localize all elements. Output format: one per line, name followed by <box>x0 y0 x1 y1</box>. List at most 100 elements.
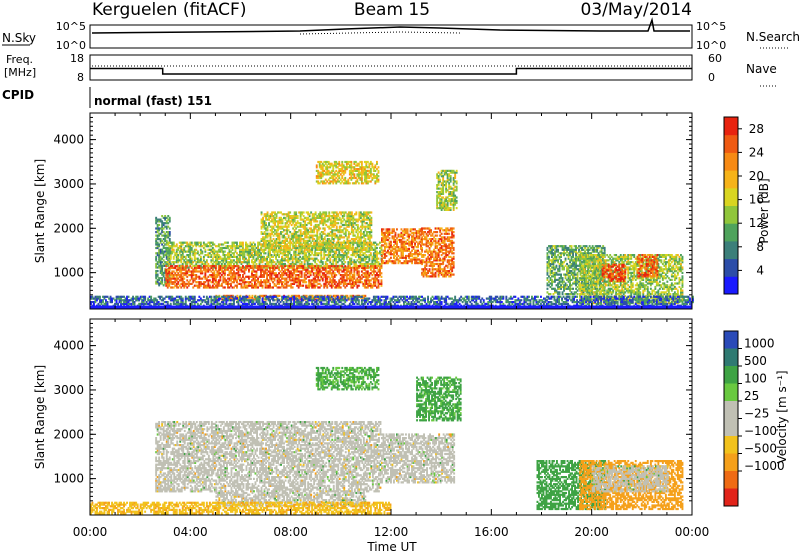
heatmap-cell <box>265 222 267 224</box>
heatmap-cell <box>165 265 167 267</box>
heatmap-cell <box>169 217 171 219</box>
heatmap-cell <box>351 211 353 213</box>
freq-tick-top: 18 <box>70 52 84 65</box>
heatmap-cell <box>261 211 263 213</box>
heatmap-cell <box>381 279 383 281</box>
heatmap-cell <box>340 286 342 288</box>
heatmap-cell <box>157 270 159 272</box>
heatmap-cell <box>288 235 290 237</box>
heatmap-cell <box>227 242 229 244</box>
heatmap-cell <box>215 265 217 267</box>
heatmap-cell <box>386 243 388 245</box>
heatmap-cell <box>269 283 271 285</box>
heatmap-cell <box>364 238 366 240</box>
heatmap-cell <box>370 242 372 244</box>
cpid-value: normal (fast) 151 <box>94 94 212 108</box>
heatmap-cell <box>381 276 383 278</box>
heatmap-cell <box>173 242 175 244</box>
heatmap-cell <box>158 224 160 226</box>
heatmap-cell <box>456 196 458 198</box>
heatmap-cell <box>200 256 202 258</box>
heatmap-cell <box>336 226 338 228</box>
heatmap-cell <box>430 229 432 231</box>
heatmap-cell <box>165 247 167 249</box>
heatmap-cell <box>206 259 208 261</box>
heatmap-cell <box>186 265 188 267</box>
heatmap-cell <box>407 228 409 230</box>
heatmap-cell <box>284 265 286 267</box>
heatmap-cell <box>316 220 318 222</box>
heatmap-cell <box>239 274 241 276</box>
heatmap-cell <box>242 242 244 244</box>
heatmap-cell <box>238 265 240 267</box>
power-heatmap-cells <box>90 161 694 309</box>
nsky-line <box>92 20 690 33</box>
heatmap-cell <box>276 249 278 251</box>
heatmap-cell <box>295 211 297 213</box>
heatmap-cell <box>325 211 327 213</box>
heatmap-cell <box>435 238 437 240</box>
heatmap-cell <box>370 211 372 213</box>
freq-line <box>90 69 692 75</box>
heatmap-cell <box>253 265 255 267</box>
heatmap-cell <box>224 286 226 288</box>
heatmap-cell <box>378 258 380 260</box>
nsearch-label: N.Search <box>746 30 800 44</box>
heatmap-cell <box>456 186 458 188</box>
heatmap-cell <box>157 274 159 276</box>
nsky-label: N.Sky <box>2 31 36 45</box>
heatmap-cell <box>390 241 392 243</box>
heatmap-cell <box>176 243 178 245</box>
heatmap-cell <box>357 224 359 226</box>
nsearch-line <box>300 32 460 34</box>
heatmap-cell <box>265 252 267 254</box>
heatmap-cell <box>369 249 371 251</box>
heatmap-cell <box>390 257 392 259</box>
heatmap-cell <box>386 255 388 257</box>
nsearch-tick-top: 10^5 <box>696 20 726 33</box>
nave-tick-bottom: 0 <box>708 71 715 84</box>
heatmap-cell <box>453 235 455 237</box>
heatmap-cell <box>201 251 203 253</box>
heatmap-cell <box>169 231 171 233</box>
heatmap-cell <box>408 248 410 250</box>
heatmap-cell <box>450 207 452 209</box>
heatmap-cell <box>429 268 431 270</box>
heatmap-cell <box>337 265 339 267</box>
heatmap-cell <box>355 211 357 213</box>
heatmap-cell <box>293 265 295 267</box>
heatmap-cell <box>267 211 269 213</box>
heatmap-cell <box>292 286 294 288</box>
station-title: Kerguelen (fitACF) <box>92 0 246 20</box>
heatmap-cell <box>301 261 303 263</box>
heatmap-cell <box>207 263 209 265</box>
heatmap-cell <box>305 281 307 283</box>
nsky-tick-top: 10^5 <box>56 20 86 33</box>
heatmap-cell <box>367 265 369 267</box>
heatmap-cell <box>453 261 455 263</box>
heatmap-cell <box>424 254 426 256</box>
heatmap-cell <box>317 265 319 267</box>
heatmap-cell <box>300 229 302 231</box>
nsearch-tick-bottom: 10^0 <box>696 39 726 52</box>
heatmap-cell <box>453 274 455 276</box>
heatmap-cell <box>358 285 360 287</box>
freq-unit-label: [MHz] <box>4 66 36 79</box>
freq-label: Freq. <box>6 53 33 66</box>
heatmap-cell <box>204 249 206 251</box>
heatmap-cell <box>436 235 438 237</box>
heatmap-cell <box>453 242 455 244</box>
heatmap-cell <box>376 247 378 249</box>
cpid-label: CPID <box>2 88 34 102</box>
heatmap-cell <box>315 211 317 213</box>
heatmap-cell <box>421 247 423 249</box>
heatmap-cell <box>297 247 299 249</box>
heatmap-cell <box>456 200 458 202</box>
heatmap-cell <box>169 238 171 240</box>
heatmap-cell <box>441 233 443 235</box>
heatmap-cell <box>309 249 311 251</box>
heatmap-cell <box>191 258 193 260</box>
heatmap-cell <box>262 285 264 287</box>
heatmap-cell <box>389 237 391 239</box>
